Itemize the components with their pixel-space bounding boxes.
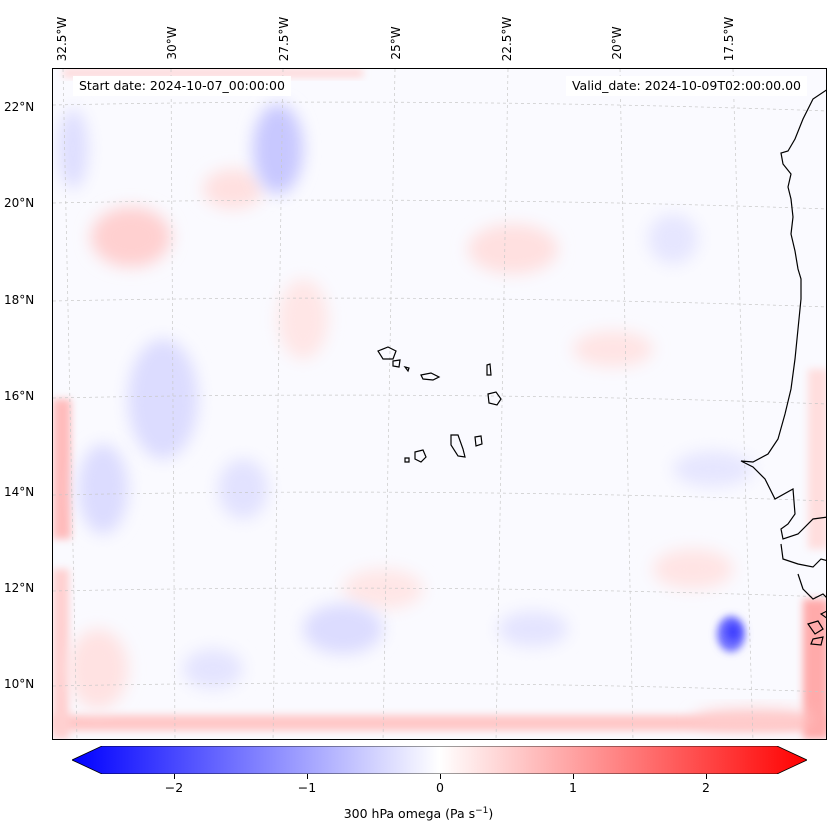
colorbar-tick <box>706 774 707 779</box>
parallel-22n <box>53 101 826 112</box>
boundary-strip-right-mid <box>808 369 826 549</box>
colorbar-tick-label: −2 <box>164 780 184 795</box>
coastlines <box>377 89 826 646</box>
meridian-20w <box>619 69 634 739</box>
colorbar-tick-label: 0 <box>436 780 444 795</box>
boundary-strip-left <box>53 399 71 539</box>
meridian-17.5w <box>732 69 754 739</box>
meridian-27.5w <box>272 69 284 739</box>
positive-area <box>91 207 171 267</box>
colorbar-body <box>71 745 808 775</box>
lat-label-16n: 16°N <box>4 389 35 403</box>
colorbar-tick-label: −1 <box>297 780 317 795</box>
positive-area <box>693 709 813 729</box>
meridian-30w <box>170 69 176 739</box>
cape-verde-sao-vicente <box>392 359 401 368</box>
negative-area <box>303 604 383 654</box>
africa-coast-bissau <box>797 573 826 600</box>
meridian-22.5w <box>495 69 509 739</box>
omega-field-map <box>53 69 826 739</box>
africa-coast-south <box>780 543 826 568</box>
cape-verde-santa-luzia <box>403 366 410 373</box>
parallel-16n <box>53 394 826 405</box>
cape-verde-fogo <box>414 449 427 463</box>
colorbar-tick <box>307 774 308 779</box>
lon-label-30w: 30°W <box>165 26 179 60</box>
lon-label-32.5w: 32.5°W <box>55 16 69 62</box>
boundary-strip-right <box>803 599 826 739</box>
cape-verde-maio <box>474 435 483 447</box>
start-date-label: Start date: 2024-10-07_00:00:00 <box>73 76 291 96</box>
parallel-10n <box>53 682 826 693</box>
colorbar-tick-label: 2 <box>702 780 710 795</box>
omega-contours <box>53 69 826 739</box>
positive-area <box>343 569 423 609</box>
cape-verde-sao-nicolau <box>420 372 441 381</box>
lat-label-12n: 12°N <box>4 581 35 595</box>
parallel-14n <box>53 491 826 502</box>
lat-label-20n: 20°N <box>4 196 35 210</box>
negative-area <box>78 444 128 534</box>
positive-area <box>203 169 263 209</box>
colorbar-label-suffix: ) <box>488 806 494 822</box>
lon-label-27.5w: 27.5°W <box>277 16 291 62</box>
parallel-18n <box>53 297 826 308</box>
meridian-32.5w <box>62 69 78 739</box>
negative-area <box>218 459 268 519</box>
positive-area <box>573 331 653 367</box>
cape-verde-santiago <box>450 434 466 458</box>
colorbar-label: 300 hPa omega (Pa s−1) <box>0 806 837 821</box>
negative-area-core <box>726 623 740 641</box>
negative-area <box>58 109 88 189</box>
lon-label-20w: 20°W <box>610 26 624 60</box>
lat-label-14n: 14°N <box>4 485 35 499</box>
lat-label-22n: 22°N <box>4 100 35 114</box>
colorbar-label-exponent: −1 <box>475 806 489 816</box>
lat-label-18n: 18°N <box>4 293 35 307</box>
africa-coast <box>740 89 826 540</box>
negative-area <box>128 339 198 459</box>
negative-area <box>673 451 753 487</box>
negative-area <box>498 611 568 647</box>
cape-verde-sal <box>486 363 492 376</box>
meridian-25w <box>382 69 396 739</box>
boundary-strip-top <box>63 69 363 77</box>
map-panel[interactable] <box>52 68 827 740</box>
lon-label-22.5w: 22.5°W <box>500 16 514 62</box>
colorbar-svg <box>71 745 808 775</box>
colorbar-tick <box>440 774 441 779</box>
positive-area <box>278 279 328 359</box>
boundary-strip-left-low <box>53 569 69 739</box>
colorbar-tick <box>573 774 574 779</box>
parallel-12n <box>53 587 826 598</box>
positive-area <box>468 224 558 274</box>
positive-area <box>653 549 733 589</box>
lon-label-17.5w: 17.5°W <box>722 16 736 62</box>
cape-verde-santo-antao <box>377 346 397 360</box>
lon-label-25w: 25°W <box>389 26 403 60</box>
colorbar-label-text: 300 hPa omega (Pa s <box>343 806 476 822</box>
parallel-20n <box>53 199 826 210</box>
colorbar <box>71 745 808 775</box>
bijagos-islands <box>807 610 826 646</box>
lat-label-10n: 10°N <box>4 677 35 691</box>
colorbar-tick <box>174 774 175 779</box>
negative-area <box>253 104 303 194</box>
negative-area <box>648 214 698 264</box>
cape-verde-boa-vista <box>487 391 502 406</box>
valid-date-label: Valid_date: 2024-10-09T02:00:00.00 <box>565 76 807 96</box>
positive-area <box>68 629 128 709</box>
cape-verde-brava <box>404 457 410 463</box>
negative-area <box>183 649 243 689</box>
colorbar-tick-label: 1 <box>569 780 577 795</box>
gridlines <box>53 69 826 739</box>
